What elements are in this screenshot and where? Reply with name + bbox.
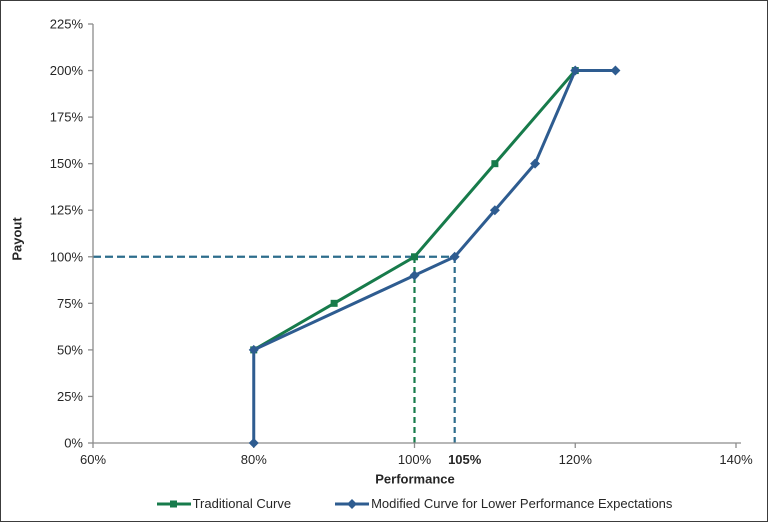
- y-tick-label: 200%: [50, 63, 84, 78]
- x-tick-label: 120%: [559, 452, 593, 467]
- y-tick-label: 75%: [57, 296, 83, 311]
- data-point-marker: [409, 270, 420, 281]
- y-tick-label: 25%: [57, 389, 83, 404]
- y-axis-title: Payout: [9, 217, 25, 261]
- y-tick-label: 175%: [50, 110, 84, 125]
- data-point-marker: [530, 158, 541, 169]
- legend-marker-diamond-icon: [335, 498, 370, 509]
- series-line-1: [252, 69, 617, 445]
- data-point-marker: [330, 299, 338, 307]
- data-point-marker: [491, 160, 499, 168]
- data-point-marker: [570, 65, 581, 76]
- x-tick-label: 80%: [241, 452, 267, 467]
- legend-label: Traditional Curve: [192, 496, 292, 511]
- data-point-marker: [449, 251, 460, 262]
- data-point-marker: [411, 253, 418, 261]
- y-tick-label: 50%: [57, 342, 83, 357]
- chart-legend: Traditional Curve Modified Curve for Lowe…: [93, 496, 736, 511]
- x-special-tick-label: 105%: [448, 452, 482, 467]
- legend-marker-square-icon: [156, 500, 191, 507]
- legend-item-0: Traditional Curve: [156, 496, 292, 511]
- x-tick-label: 60%: [80, 452, 106, 467]
- legend-label: Modified Curve for Lower Performance Exp…: [371, 496, 673, 511]
- data-point-marker: [248, 438, 259, 448]
- data-point-marker: [610, 65, 621, 76]
- x-tick-label: 100%: [398, 452, 432, 467]
- data-point-marker: [489, 205, 500, 216]
- y-tick-label: 225%: [50, 17, 84, 32]
- data-point-marker: [248, 344, 259, 355]
- y-tick-label: 0%: [64, 436, 83, 451]
- x-tick-label: 140%: [719, 452, 753, 467]
- y-tick-label: 100%: [50, 249, 84, 264]
- legend-item-1: Modified Curve for Lower Performance Exp…: [335, 496, 672, 511]
- x-axis-title: Performance: [375, 471, 455, 487]
- y-tick-label: 150%: [50, 156, 84, 171]
- y-tick-label: 125%: [50, 203, 84, 218]
